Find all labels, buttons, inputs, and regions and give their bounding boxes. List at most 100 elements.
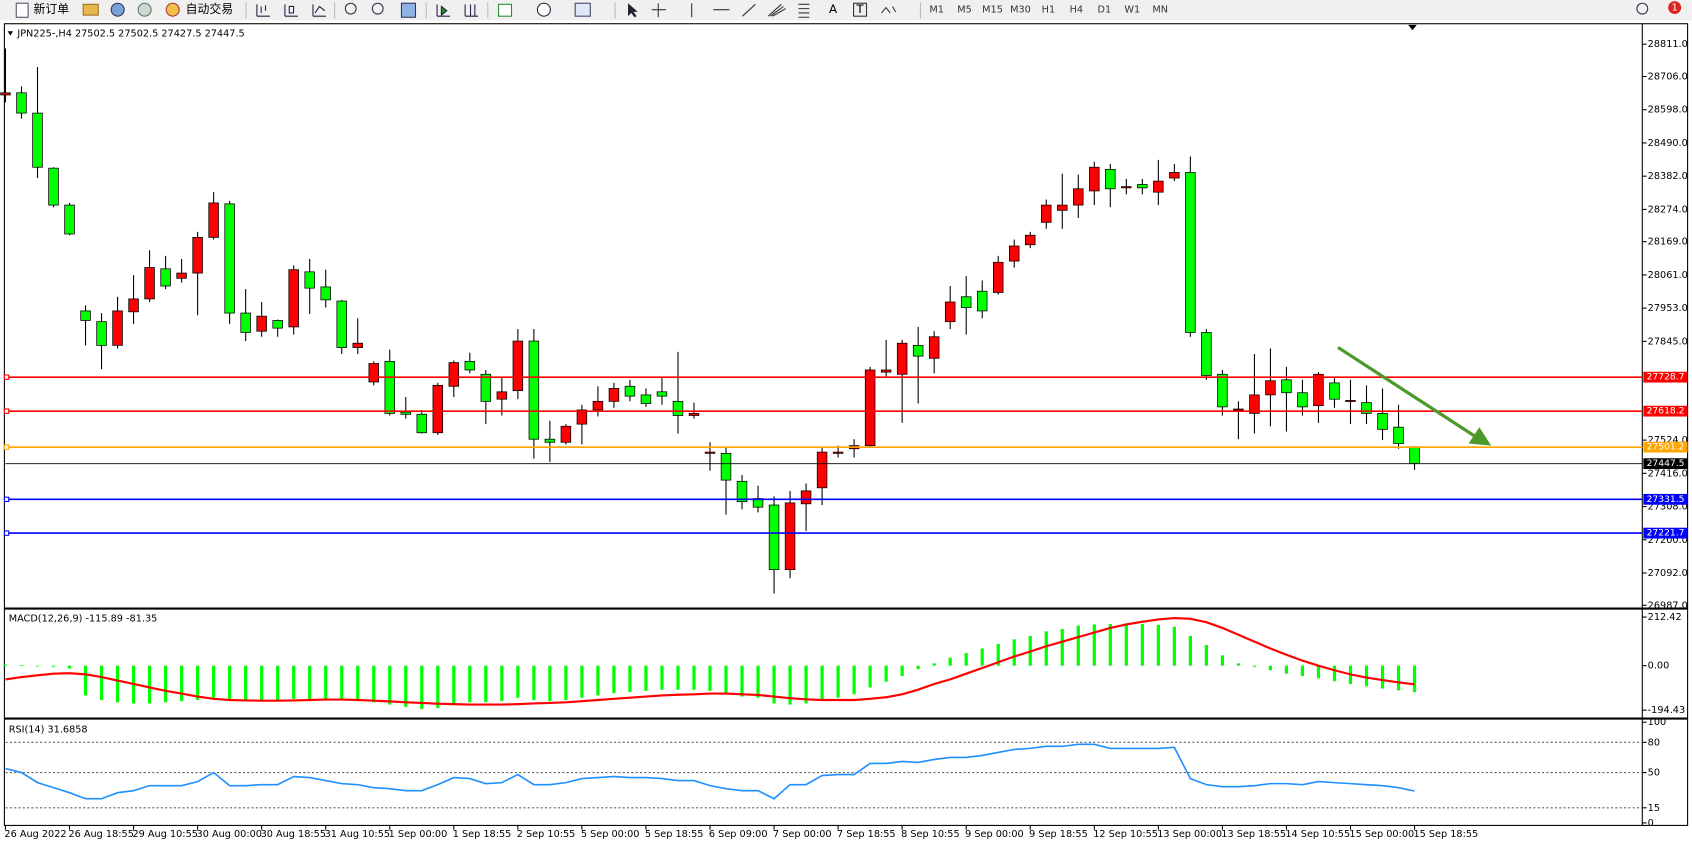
label-tool[interactable]: T bbox=[855, 2, 864, 16]
cursor[interactable] bbox=[628, 3, 638, 18]
y-tick-label: 0 bbox=[1648, 818, 1654, 829]
icon[interactable] bbox=[284, 4, 298, 17]
price-line-handle bbox=[3, 496, 10, 503]
icon[interactable] bbox=[256, 4, 270, 17]
candle-body bbox=[608, 388, 620, 402]
macd-bar bbox=[388, 665, 392, 705]
fibo[interactable] bbox=[798, 3, 810, 18]
zoom-out[interactable] bbox=[371, 2, 384, 15]
candle-body bbox=[416, 413, 428, 434]
label-tool-box[interactable] bbox=[853, 2, 868, 17]
macd-bar bbox=[1364, 665, 1369, 687]
text-tool[interactable]: A bbox=[829, 2, 838, 16]
x-tick-label: 1 Sep 00:00 bbox=[389, 829, 448, 840]
badge[interactable]: 1 bbox=[1672, 3, 1678, 14]
candle-body bbox=[1345, 400, 1356, 402]
macd-bar bbox=[420, 665, 424, 710]
timeframe-button[interactable]: D1 bbox=[1097, 5, 1111, 16]
macd-bar bbox=[115, 665, 120, 703]
candle-body bbox=[1121, 186, 1132, 189]
periods[interactable] bbox=[536, 2, 551, 17]
candle-body bbox=[192, 237, 203, 274]
candle-body bbox=[512, 340, 524, 391]
timeframe-button[interactable]: H1 bbox=[1042, 5, 1055, 16]
candle-body bbox=[1233, 408, 1244, 411]
indicators[interactable] bbox=[498, 3, 513, 17]
price-label-box bbox=[1643, 527, 1688, 539]
icon[interactable] bbox=[464, 4, 479, 17]
timeframe-button[interactable]: MN bbox=[1152, 5, 1168, 16]
new-order-icon[interactable] bbox=[15, 2, 29, 18]
macd-bar bbox=[820, 665, 824, 700]
x-tick-label: 15 Sep 00:00 bbox=[1349, 829, 1414, 840]
candle-body bbox=[304, 271, 315, 289]
candle-body bbox=[496, 391, 508, 400]
icon[interactable] bbox=[436, 4, 451, 17]
timeframe-button[interactable]: W1 bbox=[1124, 5, 1140, 16]
macd-bar bbox=[884, 665, 888, 682]
macd-bar bbox=[3, 664, 8, 666]
icon[interactable] bbox=[82, 3, 99, 16]
x-tick-label: 7 Sep 18:55 bbox=[837, 829, 896, 840]
macd-bar bbox=[1252, 665, 1257, 667]
macd-bar bbox=[340, 665, 344, 700]
candle-body bbox=[128, 298, 139, 313]
icon[interactable] bbox=[312, 4, 326, 17]
zoom-in[interactable] bbox=[344, 2, 357, 15]
candle-body bbox=[240, 312, 251, 333]
timeframe-button[interactable]: M5 bbox=[957, 5, 972, 16]
candle-body bbox=[1089, 166, 1100, 192]
y-tick-label: 28274.0 bbox=[1648, 204, 1688, 215]
candle-body bbox=[256, 315, 267, 332]
tile[interactable] bbox=[400, 2, 417, 18]
arrow-shaft bbox=[1337, 346, 1478, 439]
candle-body bbox=[1185, 172, 1196, 333]
timeframe-button[interactable]: M1 bbox=[929, 5, 944, 16]
macd-bar bbox=[1156, 624, 1160, 666]
candle-body bbox=[768, 504, 780, 571]
trendline[interactable] bbox=[742, 3, 756, 17]
new-order[interactable]: 新订单 bbox=[34, 2, 70, 16]
icon[interactable] bbox=[110, 2, 125, 17]
macd-bar bbox=[67, 665, 72, 669]
chart-title: JPN225-,H4 27502.5 27502.5 27427.5 27447… bbox=[16, 28, 244, 39]
icon[interactable] bbox=[137, 2, 152, 17]
macd-bar bbox=[1300, 665, 1305, 676]
candle-body bbox=[1329, 382, 1340, 400]
timeframe-button[interactable]: M30 bbox=[1010, 5, 1031, 16]
candle-body bbox=[800, 490, 812, 505]
candle-body bbox=[432, 384, 444, 434]
candle-body bbox=[736, 480, 748, 503]
macd-bar bbox=[964, 653, 968, 666]
search[interactable] bbox=[1636, 2, 1649, 15]
candle-body bbox=[208, 202, 219, 238]
candle-body bbox=[1105, 169, 1116, 190]
candle-body bbox=[592, 400, 604, 411]
x-tick-label: 13 Sep 00:00 bbox=[1157, 829, 1222, 840]
y-tick-label: 27308.0 bbox=[1648, 502, 1688, 513]
x-tick-label: 15 Sep 18:55 bbox=[1413, 829, 1478, 840]
macd-bar bbox=[756, 665, 760, 698]
candle-body bbox=[1169, 172, 1180, 179]
auto-trade[interactable]: 自动交易 bbox=[186, 2, 233, 16]
badge-dot[interactable] bbox=[1668, 1, 1682, 15]
channel[interactable] bbox=[767, 3, 786, 17]
auto-trade-icon[interactable] bbox=[165, 2, 180, 17]
macd-bar bbox=[35, 665, 40, 667]
arrows[interactable] bbox=[881, 6, 897, 14]
templates[interactable] bbox=[574, 2, 591, 17]
candle-body bbox=[784, 502, 796, 571]
timeframe-button[interactable]: H4 bbox=[1070, 5, 1083, 16]
macd-bar bbox=[692, 665, 696, 690]
macd-bar bbox=[516, 665, 520, 698]
candle-body bbox=[976, 290, 988, 312]
candle-body bbox=[1201, 332, 1212, 376]
crosshair[interactable] bbox=[651, 3, 666, 18]
y-tick-label: 27092.0 bbox=[1648, 568, 1688, 579]
macd-bar bbox=[804, 665, 808, 704]
candle-body bbox=[112, 310, 123, 346]
y-tick-label: 27845.0 bbox=[1648, 336, 1688, 347]
macd-bar bbox=[1060, 629, 1064, 666]
timeframe-button[interactable]: M15 bbox=[982, 5, 1003, 16]
